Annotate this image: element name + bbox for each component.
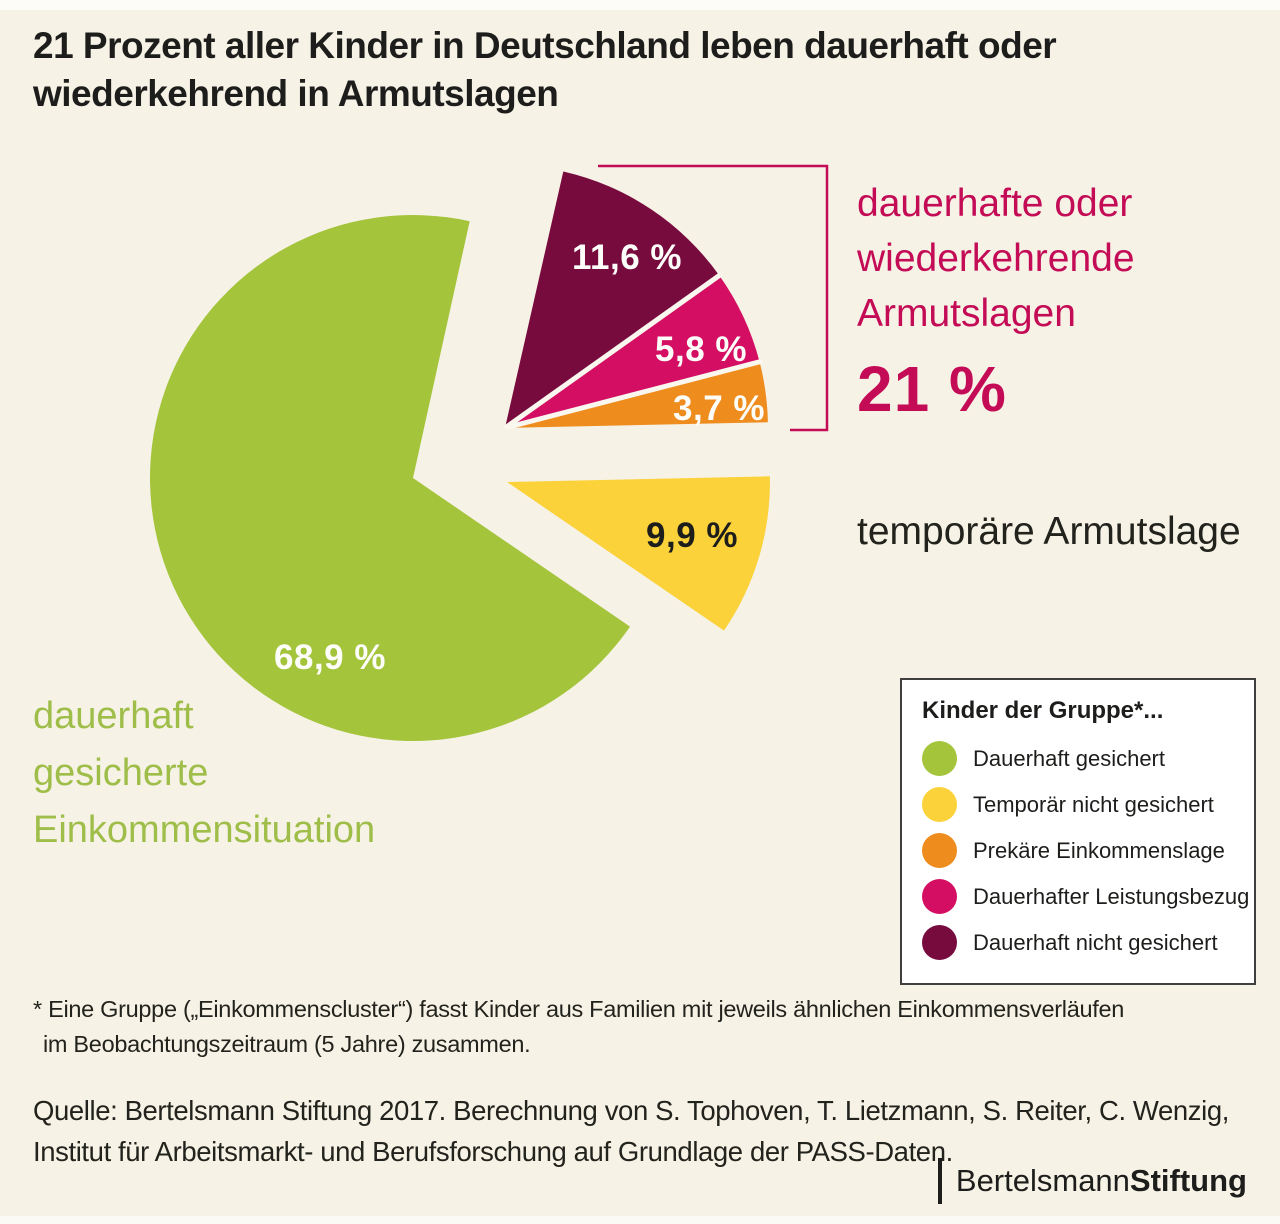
bertelsmann-stiftung-logo: BertelsmannStiftung [937, 1158, 1247, 1204]
poverty-group-line: Armutslagen [857, 292, 1076, 335]
temporary-poverty-annotation: temporäre Armutslage [857, 510, 1241, 553]
pie-slice-separator [504, 358, 764, 431]
chart-title: 21 Prozent aller Kinder in Deutschland l… [33, 25, 1057, 114]
pie-slice-4 [149, 215, 630, 742]
legend-label: Prekäre Einkommenslage [973, 837, 1225, 863]
poverty-group-total: 21 % [857, 353, 1007, 425]
poverty-group-line: wiederkehrende [857, 237, 1135, 280]
legend-item-dauerhaft-nicht-gesichert: Dauerhaft nicht gesichert [922, 925, 1236, 960]
legend-label: Dauerhaft gesichert [973, 745, 1165, 771]
legend-title: Kinder der Gruppe*... [922, 697, 1164, 724]
slice-value-prekaere-einkommenslage: 3,7 % [673, 389, 765, 428]
legend-label: Temporär nicht gesichert [973, 791, 1214, 817]
bottom-strip [0, 1216, 1280, 1224]
source-line: Institut für Arbeitsmarkt- und Berufsfor… [33, 1136, 953, 1167]
top-strip [0, 0, 1280, 10]
logo-bar-icon [937, 1158, 942, 1204]
footnote: * Eine Gruppe („Einkommenscluster“) fass… [33, 992, 1124, 1062]
pie-slice-separators [503, 271, 764, 431]
legend-swatch-green-icon [922, 741, 957, 776]
legend-item-dauerhafter-leistungsbezug: Dauerhafter Leistungsbezug [922, 879, 1249, 914]
group-bracket-line [598, 164, 829, 432]
source-note: Quelle: Bertelsmann Stiftung 2017. Berec… [33, 1090, 1229, 1172]
pie-slice-3 [507, 476, 770, 631]
slice-value-temporaer-nicht-gesichert: 9,9 % [646, 516, 738, 555]
legend-item-prekaere-einkommenslage: Prekäre Einkommenslage [922, 833, 1236, 868]
source-line: Quelle: Bertelsmann Stiftung 2017. Berec… [33, 1095, 1229, 1126]
secure-income-annotation: dauerhaft gesicherte Einkommensituation [33, 688, 375, 859]
logo-text-regular: Bertelsmann [955, 1163, 1130, 1198]
logo-text: BertelsmannStiftung [956, 1163, 1247, 1199]
footnote-line: im Beobachtungszeitraum (5 Jahre) zusamm… [43, 1031, 531, 1057]
secure-income-line: gesicherte [33, 752, 209, 794]
legend-swatch-pink-icon [922, 879, 957, 914]
legend-box: Kinder der Gruppe*... Dauerhaft gesicher… [900, 678, 1256, 985]
legend-item-temporaer-nicht-gesichert: Temporär nicht gesichert [922, 787, 1236, 822]
legend-swatch-maroon-icon [922, 925, 957, 960]
legend-swatch-orange-icon [922, 833, 957, 868]
slice-value-dauerhaft-gesichert: 68,9 % [274, 638, 386, 677]
secure-income-line: dauerhaft [33, 695, 194, 737]
slice-value-dauerhafter-leistungsbezug: 5,8 % [655, 330, 747, 369]
pie-slice-0 [505, 171, 720, 428]
poverty-group-line: dauerhafte oder [857, 182, 1133, 225]
legend-swatch-yellow-icon [922, 787, 957, 822]
secure-income-line: Einkommensituation [33, 809, 376, 851]
slice-value-dauerhaft-nicht-gesichert: 11,6 % [571, 238, 683, 277]
pie-slice-separator [503, 271, 724, 431]
poverty-group-annotation: dauerhafte oder wiederkehrende Armutslag… [857, 176, 1135, 341]
legend-item-dauerhaft-gesichert: Dauerhaft gesichert [922, 741, 1236, 776]
footnote-line: * Eine Gruppe („Einkommenscluster“) fass… [33, 996, 1125, 1022]
legend-label: Dauerhafter Leistungsbezug [973, 883, 1250, 909]
logo-text-bold: Stiftung [1129, 1163, 1247, 1198]
legend-label: Dauerhaft nicht gesichert [973, 929, 1218, 955]
pie-slice-1 [505, 275, 760, 428]
